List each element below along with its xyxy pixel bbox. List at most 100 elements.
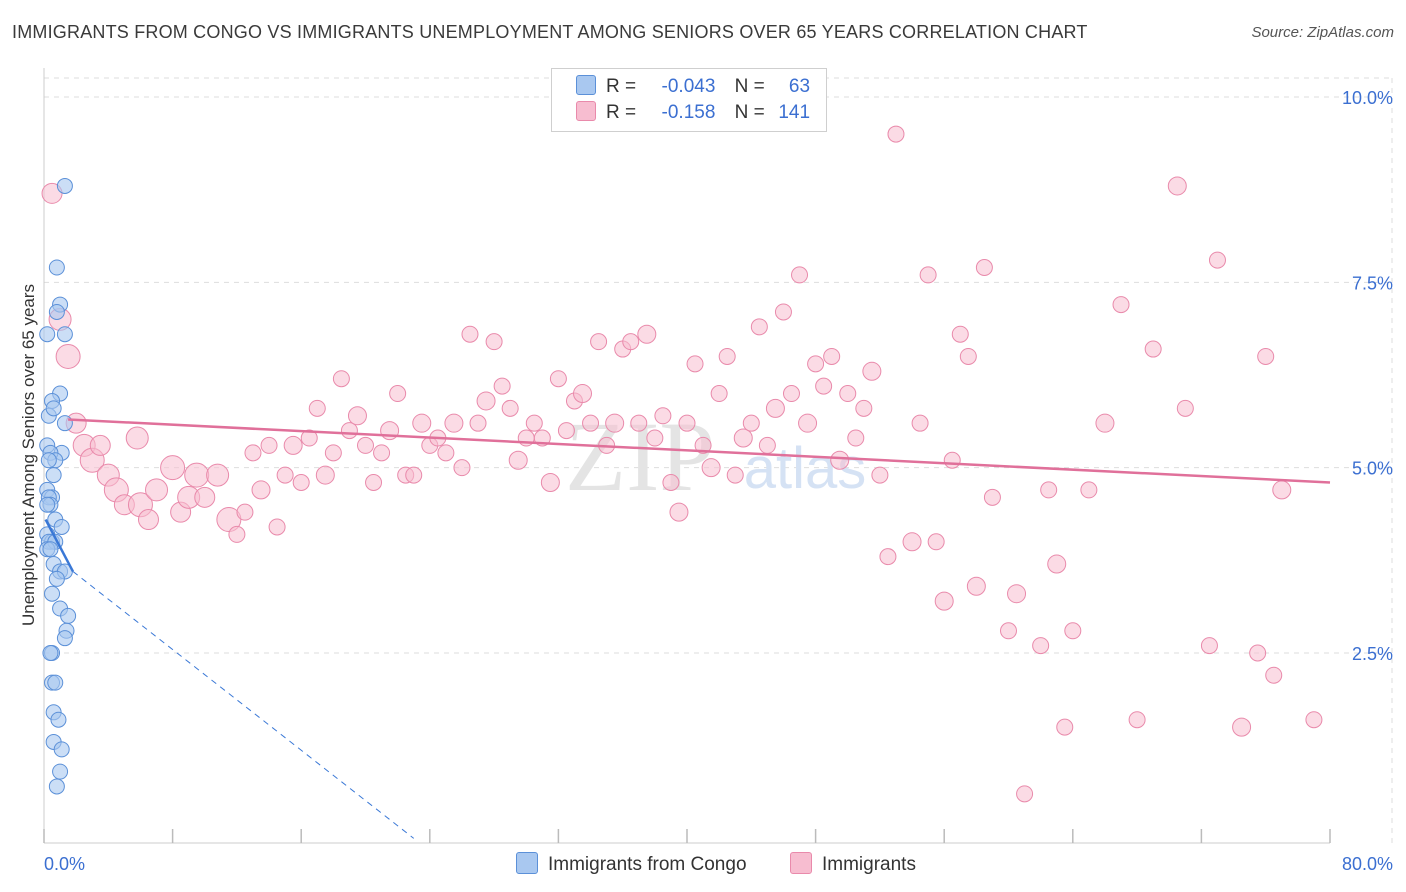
x-tick-label-min: 0.0%: [44, 854, 85, 874]
immigrants-point: [726, 466, 744, 484]
immigrants-point: [184, 462, 210, 488]
immigrants-points: [41, 125, 1323, 803]
congo-point: [42, 645, 59, 661]
legend-row-congo: R = -0.043 N = 63: [576, 75, 810, 99]
immigrants-point: [444, 413, 464, 433]
legend-r-value-immigrants: -0.158: [661, 102, 716, 123]
immigrants-point: [1112, 296, 1130, 314]
legend-n-value-immigrants: 141: [778, 102, 811, 123]
immigrants-point: [782, 385, 800, 403]
immigrants-point: [911, 414, 929, 432]
immigrants-point: [89, 434, 111, 456]
immigrants-point: [389, 385, 407, 403]
immigrants-point: [823, 347, 841, 365]
immigrants-point: [373, 444, 391, 462]
immigrants-point: [206, 463, 230, 487]
immigrants-point: [966, 576, 986, 596]
congo-point: [45, 467, 62, 484]
series-swatch-immigrants: [790, 852, 812, 874]
immigrants-point: [557, 422, 575, 440]
immigrants-point: [830, 450, 850, 470]
series-label-congo: Immigrants from Congo: [548, 854, 747, 875]
congo-point: [56, 177, 73, 194]
immigrants-point: [1208, 251, 1226, 269]
immigrants-point: [508, 450, 528, 470]
immigrants-point: [324, 444, 342, 462]
immigrants-point: [145, 478, 169, 502]
source-label: Source: ZipAtlas.com: [1251, 24, 1394, 41]
immigrants-point: [1064, 622, 1082, 640]
immigrants-point: [686, 355, 704, 373]
immigrants-point: [1056, 718, 1074, 736]
legend-swatch-immigrants: [576, 101, 596, 121]
immigrants-point: [847, 429, 865, 447]
congo-point: [53, 518, 70, 535]
immigrants-point: [701, 458, 721, 478]
immigrants-point: [405, 466, 423, 484]
immigrants-point: [437, 444, 455, 462]
immigrants-point: [1128, 711, 1146, 729]
immigrants-point: [332, 370, 350, 388]
immigrants-point: [975, 259, 993, 277]
immigrants-point: [308, 399, 326, 417]
immigrants-point: [654, 407, 672, 425]
immigrants-point: [855, 399, 873, 417]
immigrants-point: [1232, 717, 1252, 737]
immigrants-point: [292, 473, 310, 491]
trend-lines: [44, 418, 1331, 839]
congo-point: [42, 541, 59, 558]
immigrants-trend-line: [68, 418, 1331, 484]
immigrants-point: [710, 385, 728, 403]
immigrants-point: [1047, 554, 1067, 574]
series-swatch-congo: [516, 852, 538, 874]
gridlines: [44, 77, 1393, 843]
immigrants-point: [251, 480, 271, 500]
legend-n-label: N =: [734, 76, 765, 97]
congo-point: [53, 741, 70, 758]
series-legend-immigrants: Immigrants: [790, 852, 916, 876]
immigrants-point: [582, 414, 600, 432]
immigrants-point: [268, 518, 286, 536]
immigrants-point: [750, 318, 768, 336]
immigrants-point: [630, 414, 648, 432]
immigrants-point: [879, 548, 897, 566]
immigrants-point: [1095, 413, 1115, 433]
series-legend: Immigrants from Congo Immigrants: [0, 852, 1406, 878]
immigrants-point: [1144, 340, 1162, 358]
immigrants-point: [573, 384, 593, 404]
immigrants-point: [765, 398, 785, 418]
immigrants-point: [718, 347, 736, 365]
y-tick-label: 2.5%: [1352, 644, 1393, 664]
immigrants-point: [283, 435, 303, 455]
immigrants-point: [276, 466, 294, 484]
immigrants-point: [1305, 711, 1323, 729]
immigrants-point: [365, 473, 383, 491]
legend-swatch-congo: [576, 75, 596, 95]
immigrants-point: [791, 266, 809, 284]
immigrants-point: [228, 525, 246, 543]
immigrants-point: [1167, 176, 1187, 196]
immigrants-point: [622, 333, 640, 351]
immigrants-point: [160, 455, 186, 481]
immigrants-point: [476, 391, 496, 411]
congo-point: [56, 326, 73, 343]
legend-r-label: R =: [606, 102, 637, 123]
immigrants-point: [412, 413, 432, 433]
series-label-immigrants: Immigrants: [822, 854, 916, 875]
congo-point: [44, 585, 61, 602]
immigrants-point: [798, 413, 818, 433]
congo-point: [39, 496, 56, 513]
congo-point: [48, 303, 65, 320]
immigrants-point: [927, 533, 945, 551]
immigrants-point: [934, 591, 954, 611]
y-axis-label: Unemployment Among Seniors over 65 years: [19, 284, 38, 626]
immigrants-point: [662, 473, 680, 491]
immigrants-point: [1176, 399, 1194, 417]
immigrants-point: [678, 414, 696, 432]
congo-point: [52, 763, 69, 780]
congo-point: [48, 778, 65, 795]
immigrants-point: [1200, 637, 1218, 655]
chart-title: IMMIGRANTS FROM CONGO VS IMMIGRANTS UNEM…: [12, 22, 1088, 42]
immigrants-point: [871, 466, 889, 484]
